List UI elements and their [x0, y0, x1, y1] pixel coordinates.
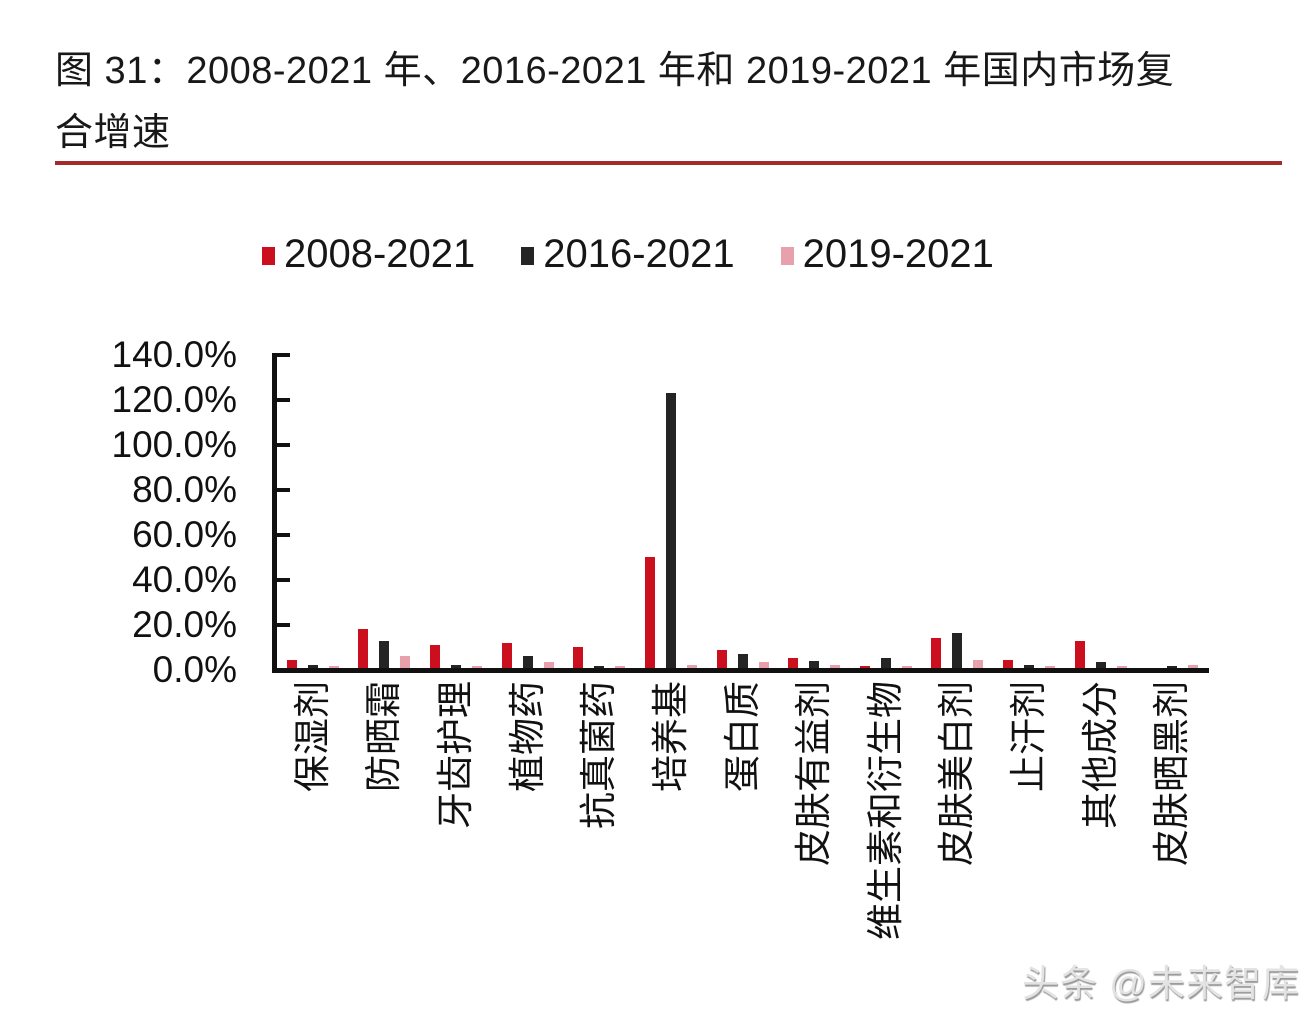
bar-2019-2021-保湿剂 [329, 666, 339, 668]
title-underline-rule [55, 161, 1282, 165]
chart-legend: 2008-2021 2016-2021 2019-2021 [262, 228, 994, 280]
bar-2016-2021-维生素和衍生物 [881, 658, 891, 668]
x-axis-category-label: 皮肤有益剂 [793, 681, 834, 866]
bar-2008-2021-维生素和衍生物 [860, 666, 870, 668]
bar-2019-2021-维生素和衍生物 [902, 666, 912, 668]
bar-2019-2021-皮肤美白剂 [973, 660, 983, 668]
x-axis-category-label: 皮肤晒黑剂 [1151, 681, 1192, 866]
y-axis-tick-label: 120.0% [111, 379, 238, 420]
legend-swatch-icon [262, 246, 275, 265]
x-axis-category-label: 保湿剂 [292, 681, 333, 792]
bar-2008-2021-防晒霜 [358, 629, 368, 668]
bar-2016-2021-蛋白质 [738, 654, 748, 668]
legend-label: 2019-2021 [802, 231, 994, 276]
bar-2016-2021-止汗剂 [1024, 665, 1034, 668]
bar-2016-2021-皮肤晒黑剂 [1167, 666, 1177, 668]
x-axis-category-label: 防晒霜 [363, 681, 404, 792]
bar-2008-2021-皮肤美白剂 [931, 638, 941, 668]
x-axis-category-label: 止汗剂 [1008, 681, 1049, 792]
bar-2008-2021-止汗剂 [1003, 660, 1013, 668]
bar-2008-2021-牙齿护理 [430, 645, 440, 668]
legend-swatch-icon [521, 246, 535, 265]
bar-2008-2021-抗真菌药 [573, 647, 583, 668]
bar-2019-2021-培养基 [687, 665, 697, 668]
y-axis-line [272, 353, 277, 673]
bar-2019-2021-抗真菌药 [615, 666, 625, 668]
y-axis-tick [277, 353, 290, 357]
bar-2019-2021-防晒霜 [400, 656, 410, 668]
y-axis-tick [277, 623, 290, 627]
watermark: 头条 @未来智库 [1022, 963, 1300, 1004]
y-axis-tick [277, 443, 290, 447]
bar-2019-2021-皮肤晒黑剂 [1188, 665, 1198, 668]
bar-2008-2021-其他成分 [1075, 641, 1085, 668]
bar-2016-2021-其他成分 [1096, 662, 1106, 668]
y-axis-tick-label: 60.0% [132, 514, 237, 555]
y-axis-tick-label: 20.0% [132, 604, 237, 645]
y-axis-tick-label: 80.0% [132, 469, 237, 510]
bar-2016-2021-皮肤美白剂 [952, 633, 962, 668]
x-axis-category-label: 维生素和衍生物 [865, 681, 906, 940]
y-axis-tick [277, 533, 290, 537]
bar-2008-2021-皮肤有益剂 [788, 658, 798, 668]
bar-2008-2021-培养基 [645, 557, 655, 668]
y-axis-tick [277, 398, 290, 402]
legend-label: 2008-2021 [284, 231, 476, 276]
figure-title-line2: 合增速 [55, 112, 171, 154]
y-axis-tick-label: 140.0% [111, 334, 238, 375]
bar-2019-2021-蛋白质 [759, 662, 769, 668]
bar-2019-2021-植物药 [544, 662, 554, 668]
bar-2016-2021-培养基 [666, 393, 676, 668]
x-axis-category-label: 皮肤美白剂 [936, 681, 977, 866]
legend-item-2016-2021: 2016-2021 [521, 231, 735, 277]
bar-2016-2021-牙齿护理 [451, 665, 461, 668]
bar-2016-2021-保湿剂 [308, 665, 318, 668]
y-axis-tick-label: 0.0% [152, 649, 237, 690]
bar-2019-2021-止汗剂 [1045, 666, 1055, 668]
x-axis-category-label: 植物药 [507, 681, 548, 792]
y-axis-tick-label: 100.0% [111, 424, 238, 465]
legend-item-2019-2021: 2019-2021 [780, 231, 994, 277]
bar-2016-2021-防晒霜 [379, 641, 389, 668]
figure-title-line1: 图 31：2008-2021 年、2016-2021 年和 2019-2021 … [55, 50, 1175, 92]
bar-2008-2021-保湿剂 [287, 660, 297, 668]
bar-2016-2021-抗真菌药 [594, 666, 604, 668]
y-axis-tick [277, 488, 290, 492]
bar-2019-2021-其他成分 [1117, 666, 1127, 668]
bar-2016-2021-皮肤有益剂 [809, 661, 819, 668]
bar-2008-2021-植物药 [502, 643, 512, 668]
x-axis-category-label: 其他成分 [1080, 681, 1121, 829]
x-axis-category-label: 抗真菌药 [578, 681, 619, 829]
y-axis-tick [277, 578, 290, 582]
legend-swatch-icon [780, 246, 794, 265]
bar-2019-2021-皮肤有益剂 [830, 665, 840, 668]
x-axis-category-label: 培养基 [650, 681, 691, 792]
x-axis-category-label: 蛋白质 [722, 681, 763, 792]
figure-title: 图 31：2008-2021 年、2016-2021 年和 2019-2021 … [55, 40, 1295, 164]
legend-item-2008-2021: 2008-2021 [262, 232, 475, 277]
bar-2008-2021-蛋白质 [717, 650, 727, 668]
legend-label: 2016-2021 [543, 231, 735, 276]
x-axis-category-label: 牙齿护理 [435, 681, 476, 829]
y-axis-tick-label: 40.0% [132, 559, 237, 600]
x-axis-line [272, 668, 1209, 673]
bar-2016-2021-植物药 [523, 656, 533, 668]
bar-2019-2021-牙齿护理 [472, 666, 482, 668]
